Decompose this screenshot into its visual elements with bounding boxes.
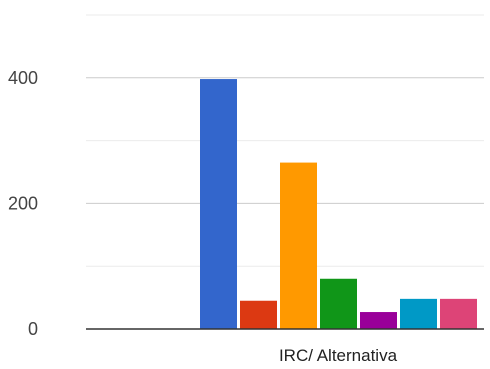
bar-4[interactable] [280,162,317,329]
y-tick-label: 200 [8,193,38,213]
bar-6[interactable] [360,312,397,329]
y-tick-label: 0 [28,319,38,339]
bar-2[interactable] [200,79,237,329]
y-tick-labels: 0 200 400 [8,68,38,339]
x-category-labels: IRC/ Alternativa [279,346,398,365]
x-category-label: IRC/ Alternativa [279,346,398,365]
bar-5[interactable] [320,278,357,329]
y-tick-label: 400 [8,68,38,88]
bar-7[interactable] [400,298,437,329]
bar-3[interactable] [240,300,277,329]
bars [200,79,477,329]
bar-8[interactable] [440,298,477,329]
gridlines [86,14,484,267]
